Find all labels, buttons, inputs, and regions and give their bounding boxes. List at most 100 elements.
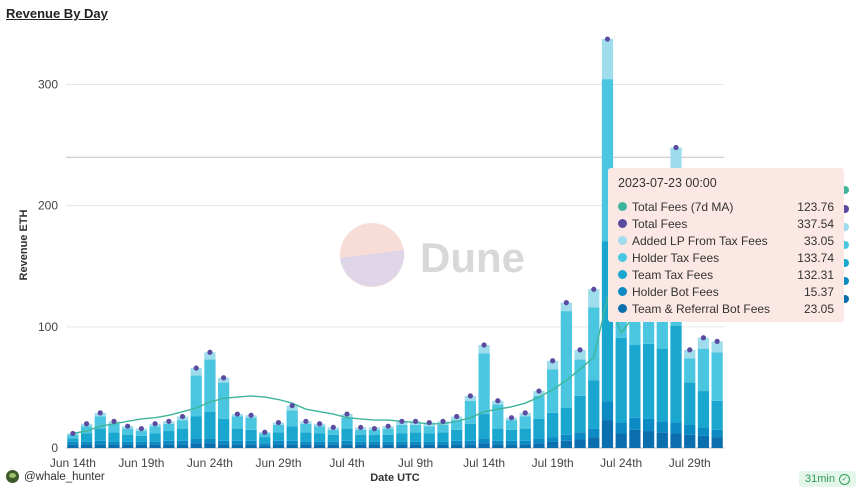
- bar-segment[interactable]: [218, 382, 230, 419]
- bar-segment[interactable]: [313, 426, 326, 434]
- bar-segment[interactable]: [547, 360, 559, 370]
- bar-segment[interactable]: [642, 431, 655, 448]
- bar-segment[interactable]: [464, 423, 477, 441]
- bar-segment[interactable]: [451, 440, 463, 445]
- bar-segment[interactable]: [176, 440, 189, 445]
- bar-segment[interactable]: [341, 444, 353, 448]
- bar-segment[interactable]: [382, 444, 394, 448]
- bar-segment[interactable]: [135, 435, 148, 442]
- bar-segment[interactable]: [711, 341, 723, 353]
- bar-segment[interactable]: [149, 433, 161, 442]
- bar-segment[interactable]: [656, 421, 668, 433]
- bar-segment[interactable]: [368, 434, 381, 442]
- bar-segment[interactable]: [492, 404, 504, 429]
- bar-segment[interactable]: [163, 440, 175, 445]
- bar-segment[interactable]: [190, 416, 202, 439]
- bar-segment[interactable]: [163, 423, 175, 432]
- bar-segment[interactable]: [451, 429, 463, 441]
- bar-segment[interactable]: [80, 433, 93, 442]
- bar-segment[interactable]: [505, 440, 518, 445]
- total-fees-point[interactable]: [426, 419, 432, 426]
- bar-segment[interactable]: [574, 359, 586, 396]
- bar-segment[interactable]: [396, 441, 408, 445]
- bar-segment[interactable]: [80, 441, 93, 445]
- bar-segment[interactable]: [94, 440, 106, 445]
- bar-segment[interactable]: [231, 416, 243, 429]
- bar-segment[interactable]: [327, 429, 339, 435]
- bar-segment[interactable]: [300, 444, 312, 448]
- bar-segment[interactable]: [108, 432, 120, 442]
- bar-segment[interactable]: [574, 439, 586, 448]
- bar-segment[interactable]: [560, 408, 572, 435]
- total-fees-point[interactable]: [563, 300, 569, 306]
- total-fees-point[interactable]: [166, 418, 172, 424]
- bar-segment[interactable]: [711, 429, 723, 438]
- bar-segment[interactable]: [670, 433, 682, 448]
- bar-segment[interactable]: [122, 441, 134, 445]
- bar-segment[interactable]: [615, 433, 627, 448]
- bar-segment[interactable]: [67, 444, 79, 448]
- bar-segment[interactable]: [231, 440, 243, 445]
- total-fees-point[interactable]: [125, 423, 131, 429]
- bar-segment[interactable]: [122, 444, 134, 448]
- total-fees-point[interactable]: [454, 413, 460, 420]
- bar-segment[interactable]: [80, 426, 93, 434]
- bar-segment[interactable]: [204, 352, 216, 360]
- bar-segment[interactable]: [313, 444, 326, 448]
- bar-segment[interactable]: [519, 428, 531, 441]
- bar-segment[interactable]: [327, 444, 339, 448]
- bar-segment[interactable]: [601, 79, 614, 242]
- bar-segment[interactable]: [697, 348, 710, 392]
- bar-segment[interactable]: [190, 438, 202, 444]
- total-fees-point[interactable]: [262, 429, 268, 435]
- bar-segment[interactable]: [259, 437, 271, 444]
- bar-segment[interactable]: [547, 437, 559, 442]
- bar-segment[interactable]: [588, 437, 600, 448]
- bar-segment[interactable]: [423, 441, 435, 445]
- bar-segment[interactable]: [519, 440, 531, 445]
- total-fees-point[interactable]: [111, 418, 117, 424]
- bar-segment[interactable]: [478, 414, 490, 439]
- total-fees-point[interactable]: [604, 36, 611, 42]
- bar-segment[interactable]: [601, 39, 614, 80]
- bar-segment[interactable]: [519, 444, 531, 448]
- bar-segment[interactable]: [560, 440, 572, 448]
- total-fees-point[interactable]: [522, 410, 528, 416]
- bar-segment[interactable]: [396, 444, 408, 448]
- bar-segment[interactable]: [423, 426, 435, 434]
- bar-segment[interactable]: [149, 441, 161, 445]
- bar-segment[interactable]: [272, 444, 285, 448]
- bar-segment[interactable]: [218, 440, 230, 445]
- total-fees-point[interactable]: [412, 418, 419, 424]
- bar-segment[interactable]: [588, 289, 600, 308]
- bar-segment[interactable]: [615, 422, 627, 434]
- bar-segment[interactable]: [464, 444, 477, 448]
- bar-segment[interactable]: [684, 358, 696, 383]
- bar-segment[interactable]: [108, 441, 120, 445]
- total-fees-point[interactable]: [97, 410, 103, 416]
- bar-segment[interactable]: [684, 434, 696, 448]
- bar-segment[interactable]: [601, 241, 614, 402]
- bar-segment[interactable]: [574, 349, 586, 360]
- bar-segment[interactable]: [231, 428, 243, 441]
- bar-segment[interactable]: [574, 432, 586, 440]
- bar-segment[interactable]: [272, 432, 285, 441]
- bar-segment[interactable]: [108, 444, 120, 448]
- bar-segment[interactable]: [245, 440, 257, 445]
- bar-segment[interactable]: [505, 429, 518, 441]
- bar-segment[interactable]: [204, 443, 216, 448]
- bar-segment[interactable]: [478, 443, 490, 448]
- total-fees-point[interactable]: [317, 421, 323, 427]
- total-fees-point[interactable]: [344, 411, 350, 417]
- bar-segment[interactable]: [218, 444, 230, 448]
- total-fees-point[interactable]: [138, 426, 144, 432]
- bar-segment[interactable]: [629, 345, 641, 418]
- bar-segment[interactable]: [176, 420, 189, 429]
- bar-segment[interactable]: [259, 445, 271, 448]
- bar-segment[interactable]: [245, 429, 257, 441]
- bar-segment[interactable]: [437, 441, 449, 445]
- total-fees-point[interactable]: [70, 430, 76, 437]
- bar-segment[interactable]: [327, 441, 339, 445]
- total-fees-point[interactable]: [673, 144, 679, 151]
- bar-segment[interactable]: [437, 444, 449, 448]
